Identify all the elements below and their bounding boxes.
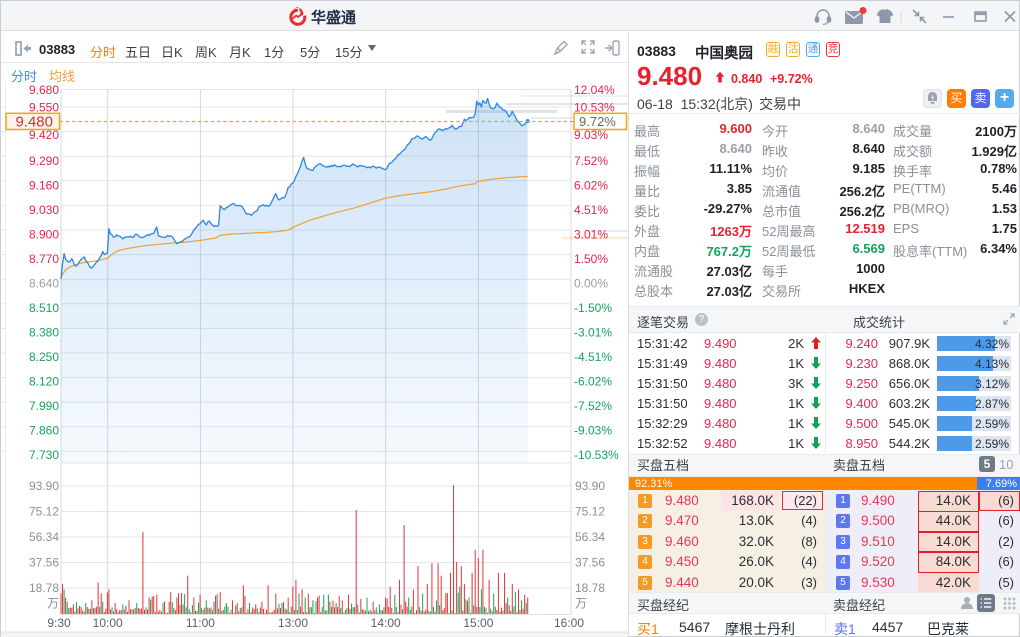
svg-text:9.72%: 9.72% bbox=[579, 114, 616, 129]
svg-text:8.640: 8.640 bbox=[29, 277, 59, 291]
svg-text:-7.52%: -7.52% bbox=[574, 399, 612, 413]
svg-text:75.12: 75.12 bbox=[29, 505, 59, 519]
svg-text:9.680: 9.680 bbox=[29, 85, 59, 97]
svg-text:12.04%: 12.04% bbox=[574, 85, 615, 97]
svg-text:8.770: 8.770 bbox=[29, 252, 59, 266]
svg-text:18.78: 18.78 bbox=[29, 581, 59, 595]
svg-text:9.550: 9.550 bbox=[29, 101, 59, 115]
svg-text:93.90: 93.90 bbox=[29, 479, 59, 493]
svg-text:-10.53%: -10.53% bbox=[574, 448, 619, 462]
svg-text:3.01%: 3.01% bbox=[574, 228, 608, 242]
svg-text:7.860: 7.860 bbox=[29, 424, 59, 438]
svg-text:8.120: 8.120 bbox=[29, 375, 59, 389]
svg-text:16:00: 16:00 bbox=[554, 616, 584, 630]
svg-text:万: 万 bbox=[47, 597, 59, 611]
svg-text:14:00: 14:00 bbox=[371, 616, 401, 630]
svg-text:华盛通: 华盛通 bbox=[311, 9, 356, 27]
svg-text:10.53%: 10.53% bbox=[574, 101, 615, 115]
svg-text:-9.03%: -9.03% bbox=[574, 424, 612, 438]
svg-text:1.50%: 1.50% bbox=[574, 252, 608, 266]
svg-text:9.290: 9.290 bbox=[29, 154, 59, 168]
svg-text:7.730: 7.730 bbox=[29, 448, 59, 462]
svg-text:-6.02%: -6.02% bbox=[574, 375, 612, 389]
svg-text:11:00: 11:00 bbox=[186, 616, 215, 630]
svg-text:8.250: 8.250 bbox=[29, 350, 59, 364]
svg-text:7.52%: 7.52% bbox=[574, 154, 608, 168]
svg-text:8.510: 8.510 bbox=[29, 301, 59, 315]
svg-text:37.56: 37.56 bbox=[575, 556, 605, 570]
svg-text:万: 万 bbox=[575, 597, 587, 611]
svg-text:15:00: 15:00 bbox=[463, 616, 493, 630]
svg-text:-4.51%: -4.51% bbox=[574, 350, 612, 364]
svg-text:8.380: 8.380 bbox=[29, 326, 59, 340]
svg-text:10:00: 10:00 bbox=[93, 616, 123, 630]
svg-text:9:30: 9:30 bbox=[47, 616, 71, 630]
svg-text:0.00%: 0.00% bbox=[574, 277, 608, 291]
svg-text:56.34: 56.34 bbox=[29, 530, 59, 544]
svg-text:7.990: 7.990 bbox=[29, 399, 59, 413]
svg-text:-3.01%: -3.01% bbox=[574, 326, 612, 340]
svg-text:9.420: 9.420 bbox=[29, 128, 59, 142]
svg-text:-1.50%: -1.50% bbox=[574, 301, 612, 315]
svg-text:13:00: 13:00 bbox=[278, 616, 308, 630]
svg-text:8.900: 8.900 bbox=[29, 228, 59, 242]
svg-text:4.51%: 4.51% bbox=[574, 203, 608, 217]
svg-text:9.030: 9.030 bbox=[29, 203, 59, 217]
svg-text:75.12: 75.12 bbox=[575, 505, 605, 519]
svg-text:9.160: 9.160 bbox=[29, 179, 59, 193]
svg-text:18.78: 18.78 bbox=[575, 581, 605, 595]
svg-text:9.480: 9.480 bbox=[15, 114, 53, 131]
svg-text:93.90: 93.90 bbox=[575, 479, 605, 493]
svg-text:56.34: 56.34 bbox=[575, 530, 605, 544]
svg-text:9.03%: 9.03% bbox=[574, 128, 608, 142]
svg-text:6.02%: 6.02% bbox=[574, 179, 608, 193]
svg-text:37.56: 37.56 bbox=[29, 556, 59, 570]
